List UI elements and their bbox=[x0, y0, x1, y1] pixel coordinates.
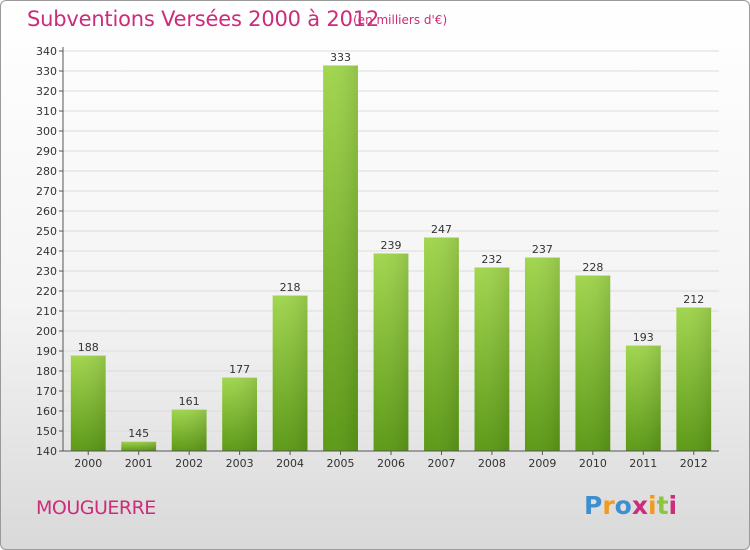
bar-shade-2006 bbox=[373, 253, 409, 451]
bar-shade-2003 bbox=[222, 377, 258, 451]
bar-value-label: 232 bbox=[481, 253, 502, 266]
y-tick-label: 150 bbox=[36, 425, 57, 438]
y-tick-label: 230 bbox=[36, 265, 57, 278]
bar-shade-2012 bbox=[676, 307, 712, 451]
logo-letter: i bbox=[648, 491, 657, 520]
y-tick-label: 300 bbox=[36, 125, 57, 138]
bar-value-label: 228 bbox=[582, 261, 603, 274]
bar-shade-2005 bbox=[323, 65, 358, 451]
logo-letter: P bbox=[584, 491, 603, 520]
logo-letter: x bbox=[631, 491, 648, 520]
bar-value-label: 239 bbox=[381, 239, 402, 252]
x-tick-label: 2004 bbox=[276, 457, 304, 470]
x-tick-label: 2010 bbox=[579, 457, 607, 470]
y-tick-label: 140 bbox=[36, 445, 57, 458]
logo-letter: r bbox=[602, 491, 615, 520]
bar-value-label: 161 bbox=[179, 395, 200, 408]
bar-value-label: 145 bbox=[128, 427, 149, 440]
x-tick-label: 2008 bbox=[478, 457, 506, 470]
bar-shade-2009 bbox=[524, 257, 560, 451]
y-tick-label: 280 bbox=[36, 165, 57, 178]
y-tick-label: 210 bbox=[36, 305, 57, 318]
logo-letter: t bbox=[656, 491, 669, 520]
bar-shade-2001 bbox=[121, 441, 157, 451]
x-tick-label: 2002 bbox=[175, 457, 203, 470]
y-tick-label: 340 bbox=[36, 45, 57, 58]
y-tick-label: 310 bbox=[36, 105, 57, 118]
bar-value-label: 188 bbox=[78, 341, 99, 354]
x-tick-label: 2003 bbox=[226, 457, 254, 470]
logo-letter: i bbox=[668, 491, 678, 520]
bar-value-label: 247 bbox=[431, 223, 452, 236]
bar-value-label: 237 bbox=[532, 243, 553, 256]
chart-subtitle: (en milliers d'€) bbox=[353, 13, 448, 27]
x-tick-label: 2005 bbox=[327, 457, 355, 470]
y-tick-label: 180 bbox=[36, 365, 57, 378]
bar-value-label: 193 bbox=[633, 331, 654, 344]
x-tick-label: 2011 bbox=[629, 457, 657, 470]
y-tick-label: 170 bbox=[36, 385, 57, 398]
y-tick-label: 220 bbox=[36, 285, 57, 298]
bar-shade-2002 bbox=[171, 409, 207, 451]
bar-shade-2004 bbox=[272, 295, 308, 451]
chart-title: Subventions Versées 2000 à 2012 bbox=[27, 7, 380, 31]
y-tick-label: 250 bbox=[36, 225, 57, 238]
bar-value-label: 333 bbox=[330, 51, 351, 64]
bar-value-label: 177 bbox=[229, 363, 250, 376]
y-tick-label: 160 bbox=[36, 405, 57, 418]
x-tick-label: 2009 bbox=[528, 457, 556, 470]
place-name: MOUGUERRE bbox=[36, 497, 156, 519]
x-tick-label: 2012 bbox=[680, 457, 708, 470]
bar-shade-2000 bbox=[70, 355, 106, 451]
y-tick-label: 290 bbox=[36, 145, 57, 158]
proxiti-logo[interactable]: Proxiti bbox=[584, 491, 677, 520]
logo-letter: o bbox=[614, 491, 632, 520]
y-tick-label: 190 bbox=[36, 345, 57, 358]
bar-shade-2008 bbox=[474, 267, 510, 451]
bar-shade-2007 bbox=[424, 237, 459, 451]
x-tick-label: 2001 bbox=[125, 457, 153, 470]
bar-value-label: 212 bbox=[683, 293, 704, 306]
y-tick-label: 240 bbox=[36, 245, 57, 258]
y-tick-label: 260 bbox=[36, 205, 57, 218]
y-tick-label: 330 bbox=[36, 65, 57, 78]
x-tick-label: 2007 bbox=[427, 457, 455, 470]
bar-shade-2011 bbox=[625, 345, 661, 451]
y-tick-label: 270 bbox=[36, 185, 57, 198]
bar-shade-2010 bbox=[575, 275, 611, 451]
bar-value-label: 218 bbox=[280, 281, 301, 294]
y-tick-label: 200 bbox=[36, 325, 57, 338]
x-tick-label: 2006 bbox=[377, 457, 405, 470]
y-tick-label: 320 bbox=[36, 85, 57, 98]
x-tick-label: 2000 bbox=[74, 457, 102, 470]
